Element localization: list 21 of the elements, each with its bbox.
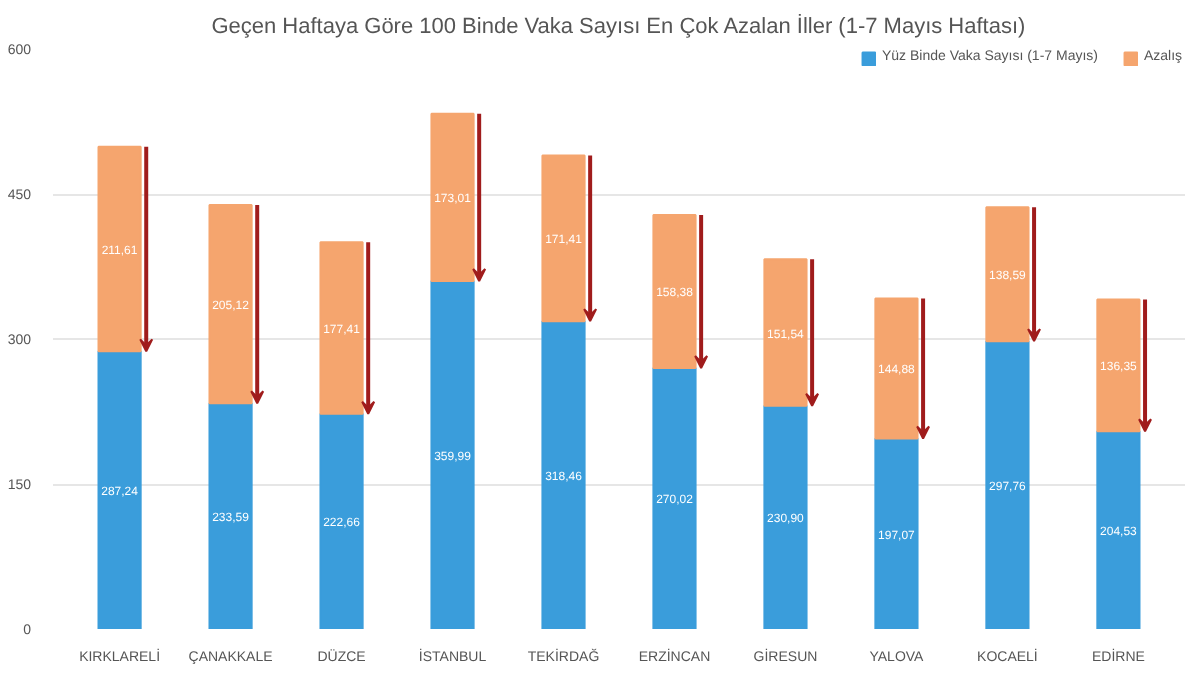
bar xyxy=(652,366,697,629)
bar xyxy=(97,145,142,353)
bar xyxy=(985,340,1030,629)
bar xyxy=(763,404,808,629)
bar xyxy=(430,112,475,283)
chart-title: Geçen Haftaya Göre 100 Binde Vaka Sayısı En Çok Azalan İller (1-7 Mayıs Haftası) xyxy=(211,13,1026,39)
bar xyxy=(541,320,586,629)
bar xyxy=(874,297,919,440)
bar xyxy=(208,203,253,405)
bar xyxy=(208,402,253,629)
bar xyxy=(763,258,808,407)
bar xyxy=(97,350,142,629)
bar xyxy=(541,154,586,323)
bar xyxy=(430,280,475,629)
bar xyxy=(1096,430,1141,629)
bar xyxy=(319,241,364,415)
bar xyxy=(874,437,919,629)
bar xyxy=(985,206,1030,343)
bar xyxy=(319,412,364,629)
bar xyxy=(652,213,697,369)
bar xyxy=(1096,298,1141,433)
